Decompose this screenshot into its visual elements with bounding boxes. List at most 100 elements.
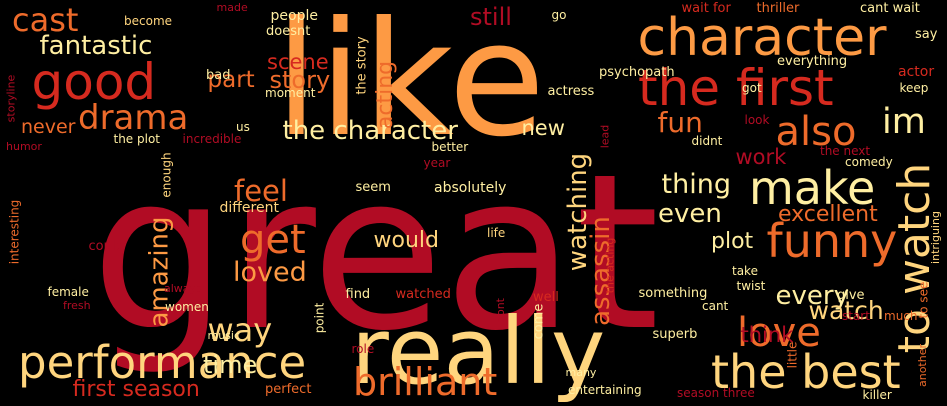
word-little: little [784,341,799,369]
word-point: point [311,302,326,334]
word-psychopath: psychopath [599,64,675,80]
word-superb: superb [652,326,698,342]
word-think: think [740,322,794,347]
word-go: go [551,8,567,22]
word-would: would [373,228,439,253]
word-the-best: the best [711,345,901,399]
word-find: find [345,286,371,302]
word-even: even [658,199,722,229]
word-thriller: thriller [756,0,800,16]
word-absolutely: absolutely [434,180,507,196]
word-perfect: perfect [265,381,312,397]
word-plot: plot [711,229,754,254]
word-doesnt: doesnt [266,23,311,39]
word-scene: scene [267,49,329,74]
word-everything: everything [777,53,848,69]
word-acting: acting [373,60,399,130]
word-dont: dont [493,297,507,323]
word-say: say [915,26,938,42]
word-story: story [269,66,331,94]
word-wait-for: wait for [681,0,731,16]
word-female: female [47,285,89,299]
word-drama: drama [78,98,189,138]
word-cant: cant [702,299,729,313]
word-the-acting: the acting [603,237,617,293]
word-different: different [219,200,279,216]
word-humor: humor [6,139,42,153]
word-become: become [124,14,173,28]
word-also: also [775,109,857,155]
word-actress: actress [547,83,595,99]
word-every: every [775,281,849,311]
word-the-next: the next [820,144,871,158]
word-to-see: to see [915,281,930,319]
word-first-season: first season [72,377,200,402]
word-great: great [91,126,660,378]
word-im: im [882,101,926,142]
word-well: well [533,289,559,305]
word-storyline: storyline [4,74,18,122]
word-give: give [837,287,865,303]
word-better: better [431,140,469,154]
word-love: love [737,310,821,356]
word-role: role [351,342,375,356]
word-new: new [521,115,565,140]
word-cant-wait: cant wait [860,0,920,16]
word-performance: performance [18,335,307,389]
word-comedy: comedy [845,155,893,169]
word-really: really [351,298,606,405]
word-loved: loved [233,256,307,288]
word-another: another [915,343,929,387]
word-enough: enough [159,152,174,198]
word-killer: killer [862,388,892,402]
word-still: still [470,3,512,31]
word-year: year [423,156,451,170]
word-didnt: didnt [691,134,723,148]
word-life: life [487,226,506,240]
word-watch: watch [808,295,884,325]
word-cast: cast [12,1,79,39]
word-the-character: the character [282,116,458,146]
word-good: good [31,53,157,111]
word-brilliant: brilliant [353,360,498,404]
word-much: much [884,309,918,323]
word-twist: twist [736,279,766,293]
word-the-first: the first [638,59,834,117]
word-way: way [207,311,273,349]
word-actor: actor [898,64,935,80]
word-incredible: incredible [182,132,242,146]
word-funny: funny [766,214,898,268]
word-intriguing: intriguing [928,210,942,264]
word-thing: thing [661,168,731,200]
word-take: take [732,264,758,278]
word-something: something [638,285,708,301]
word-excellent: excellent [778,202,878,227]
word-like: like [274,0,546,172]
word-get: get [240,217,306,263]
word-fresh: fresh [63,298,91,312]
word-always: always [164,281,202,295]
word-work: work [735,144,787,169]
word-fantastic: fantastic [39,31,153,61]
word-character: character [637,8,887,68]
word-fun: fun [657,106,703,139]
word-come: come [531,303,547,339]
word-part: part [207,66,255,93]
word-the-story: the story [354,35,370,95]
word-music: music [207,328,241,342]
word-never: never [21,115,76,138]
word-made: made [216,0,248,14]
word-entertaining: entertaining [568,383,642,397]
word-feel: feel [234,173,288,208]
word-start: start [842,309,870,323]
word-could: could [88,238,124,254]
word-time: time [203,351,258,379]
word-lead: lead [598,124,612,148]
word-the-plot: the plot [113,132,161,146]
word-make: make [749,161,876,215]
word-got: got [742,81,762,95]
word-moment: moment [265,86,316,100]
word-look: look [744,113,770,127]
word-women: women [165,300,209,314]
